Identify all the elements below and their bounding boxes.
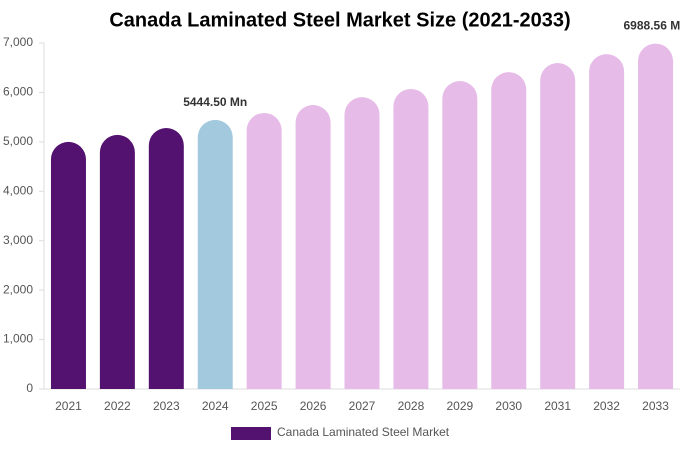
bar	[638, 43, 674, 390]
x-tick-label: 2023	[153, 399, 180, 413]
x-tick-label: 2024	[202, 399, 229, 413]
x-tick-label: 2027	[349, 399, 376, 413]
bar	[148, 128, 184, 389]
y-tick-label: 7,000	[3, 35, 33, 49]
bar	[393, 88, 429, 390]
bar	[50, 141, 86, 389]
data-label: 5444.50 Mn	[183, 95, 247, 109]
x-tick-label: 2030	[495, 399, 522, 413]
x-tick-label: 2032	[593, 399, 620, 413]
chart-title: Canada Laminated Steel Market Size (2021…	[109, 9, 570, 31]
y-tick-label: 4,000	[3, 183, 33, 197]
data-label: 6988.56 Mn	[624, 19, 680, 33]
x-tick-label: 2022	[104, 399, 131, 413]
bar	[540, 63, 576, 389]
y-tick-label: 2,000	[3, 282, 33, 296]
x-tick-label: 2021	[55, 399, 82, 413]
y-tick-label: 0	[26, 381, 33, 395]
y-tick-label: 6,000	[3, 85, 33, 99]
x-tick-label: 2029	[446, 399, 473, 413]
bar	[99, 134, 135, 389]
x-tick-label: 2033	[642, 399, 669, 413]
bar	[344, 97, 380, 390]
bar	[246, 112, 282, 390]
legend-label: Canada Laminated Steel Market	[277, 425, 450, 439]
y-tick-label: 1,000	[3, 332, 33, 346]
x-tick-label: 2028	[398, 399, 425, 413]
bar	[491, 72, 527, 390]
bar	[442, 81, 478, 389]
bar	[295, 105, 331, 389]
x-tick-label: 2026	[300, 399, 327, 413]
bar	[197, 119, 233, 389]
y-tick-label: 5,000	[3, 134, 33, 148]
y-tick-label: 3,000	[3, 233, 33, 247]
x-tick-label: 2025	[251, 399, 278, 413]
bar	[589, 54, 625, 390]
legend-swatch	[231, 427, 271, 440]
x-tick-label: 2031	[544, 399, 571, 413]
